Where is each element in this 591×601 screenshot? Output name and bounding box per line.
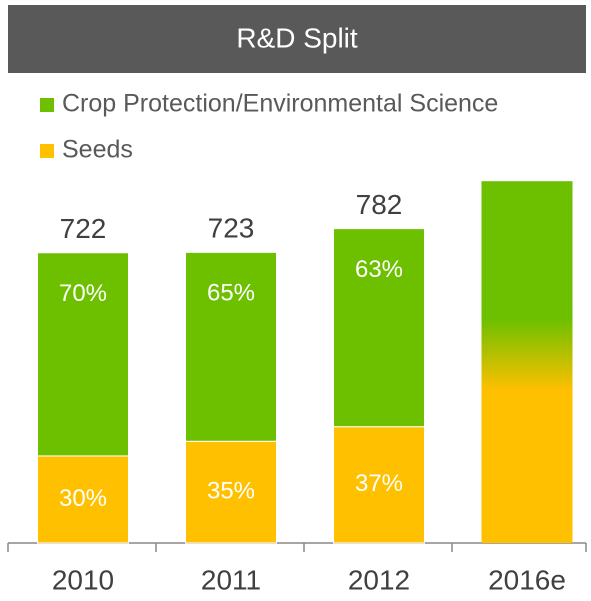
bar-segment xyxy=(333,426,425,544)
bar-segment xyxy=(185,440,277,544)
total-label: 722 xyxy=(60,213,107,244)
bar-segment xyxy=(333,228,425,428)
legend-swatch xyxy=(40,98,54,112)
title-bar xyxy=(8,5,586,73)
segment-label: 65% xyxy=(207,280,255,307)
chart-title: R&D Split xyxy=(236,22,358,53)
bar-segment xyxy=(37,455,129,544)
total-label: 782 xyxy=(356,189,403,220)
bar-segment xyxy=(37,252,129,457)
legend-label: Crop Protection/Environmental Science xyxy=(62,90,498,118)
estimated-bar xyxy=(481,181,573,543)
segment-label: 30% xyxy=(59,485,107,512)
bar xyxy=(185,251,277,544)
x-tick-label: 2016e xyxy=(488,564,566,595)
legend-swatch xyxy=(40,144,54,158)
bar xyxy=(333,228,425,544)
x-tick-label: 2011 xyxy=(201,564,261,595)
segment-label: 35% xyxy=(207,477,255,504)
segment-label: 63% xyxy=(355,256,403,283)
x-tick-label: 2012 xyxy=(348,564,410,595)
bar xyxy=(37,252,129,544)
legend-label: Seeds xyxy=(62,136,133,164)
bar-segment xyxy=(185,251,277,442)
x-tick-label: 2010 xyxy=(52,564,114,595)
segment-label: 37% xyxy=(355,470,403,497)
segment-label: 70% xyxy=(59,280,107,307)
bar xyxy=(481,181,573,543)
total-label: 723 xyxy=(208,213,255,244)
